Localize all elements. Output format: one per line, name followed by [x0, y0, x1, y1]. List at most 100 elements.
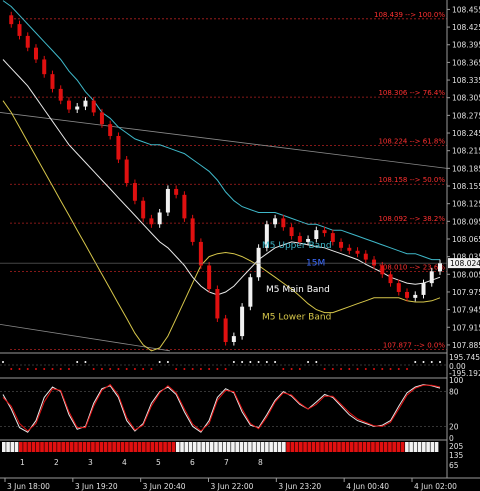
stoch-signal-line [2, 383, 441, 432]
candle-body [99, 112, 104, 125]
bar-segment [133, 442, 138, 452]
candle-body [421, 283, 426, 295]
cci-dot [356, 368, 359, 370]
bar-segment [265, 442, 269, 452]
candle-body [198, 241, 203, 266]
bar-segment [95, 442, 99, 452]
y-tick-label: 108.305 [452, 94, 480, 103]
bar-segment [69, 442, 74, 452]
fib-level-label: 108.224 --> 61.8% [378, 137, 445, 145]
cci-dot [18, 368, 21, 370]
cci-tick-label: 195.7456 [449, 353, 480, 362]
cci-dot [373, 368, 376, 370]
candle-body [25, 35, 30, 48]
cci-dot [364, 368, 367, 370]
bar-segment [137, 442, 142, 452]
candle-body [231, 336, 236, 342]
price-badge-box [448, 258, 480, 269]
candle-body [281, 218, 286, 228]
cci-dot [298, 368, 301, 370]
cci-dot [59, 368, 62, 370]
candle-body [108, 124, 113, 136]
bar-segment [290, 442, 295, 452]
fib-level-label: 108.092 --> 38.2% [378, 215, 445, 223]
x-tick-label: 3 Jun 18:00 [7, 482, 50, 491]
y-tick-label: 107.885 [452, 341, 480, 350]
y-tick-label: 108.065 [452, 235, 480, 244]
candle-body [58, 88, 63, 101]
bar-segment [65, 442, 70, 452]
bar-segment [269, 442, 273, 452]
cci-dot [389, 368, 392, 370]
candle-body [322, 230, 327, 234]
candle-body [297, 236, 302, 242]
bar-segment [146, 442, 150, 452]
bar-segment [61, 442, 66, 452]
bar-segment [142, 442, 146, 452]
main-band-line [2, 59, 441, 296]
bar-tick-label: 135 [449, 451, 464, 460]
cci-dot [430, 361, 433, 363]
cci-dot [92, 368, 95, 370]
bar-segment [175, 442, 180, 452]
cci-dot [241, 361, 244, 363]
y-tick-label: 108.155 [452, 182, 480, 191]
candle-body [116, 135, 121, 160]
cci-dot [100, 368, 103, 370]
bar-segment [303, 442, 307, 452]
cci-dot [183, 368, 186, 370]
bar-panel-label: 3 [88, 458, 93, 467]
bar-panel-label: 4 [122, 458, 127, 467]
candle-body [248, 277, 253, 307]
cci-dot [406, 368, 409, 370]
bar-segment [78, 442, 83, 452]
upper-band-line [2, 0, 440, 261]
stoch-tick-label: 20 [449, 422, 459, 431]
candle-body [9, 15, 14, 25]
bar-segment [116, 442, 121, 452]
bar-segment [35, 442, 40, 452]
candle-body [83, 100, 88, 107]
cci-dot [51, 368, 54, 370]
bar-segment [201, 442, 206, 452]
cci-dot [142, 368, 145, 370]
candle-body [124, 159, 129, 184]
upper-band-label: M5 Upper Band [262, 241, 332, 251]
candle-body [438, 263, 442, 272]
bar-tick-label: 205 [449, 442, 464, 451]
bar-segment [167, 442, 172, 452]
bar-segment [243, 442, 248, 452]
cci-dot [274, 361, 277, 363]
bar-segment [23, 442, 27, 452]
bar-segment [235, 442, 239, 452]
bar-segment [2, 442, 6, 452]
bar-tick-label: 65 [449, 461, 459, 470]
bar-segment [430, 442, 435, 452]
bar-segment [400, 442, 405, 452]
bar-segment [163, 442, 167, 452]
bar-panel-label: 2 [54, 458, 59, 467]
bar-segment [214, 442, 218, 452]
cci-dot [133, 368, 136, 370]
x-tick-label: 3 Jun 19:20 [75, 482, 118, 491]
candle-body [256, 247, 261, 278]
y-tick-label: 108.185 [452, 164, 480, 173]
cci-dot [125, 368, 128, 370]
bar-segment [57, 442, 61, 452]
bar-segment [222, 442, 227, 452]
y-tick-label: 107.915 [452, 323, 480, 332]
cci-dot [323, 368, 326, 370]
bar-panel-label: 6 [190, 458, 195, 467]
bar-segment [358, 442, 363, 452]
bar-segment [52, 442, 57, 452]
bar-segment [82, 442, 87, 452]
candle-body [306, 238, 311, 242]
lower-band-label: M5 Lower Band [262, 313, 331, 323]
bar-segment [354, 442, 358, 452]
bar-segment [286, 442, 290, 452]
cci-dot [166, 361, 169, 363]
stoch-tick-label: 0 [449, 434, 454, 443]
cci-dot [257, 361, 260, 363]
cci-dot [265, 361, 268, 363]
